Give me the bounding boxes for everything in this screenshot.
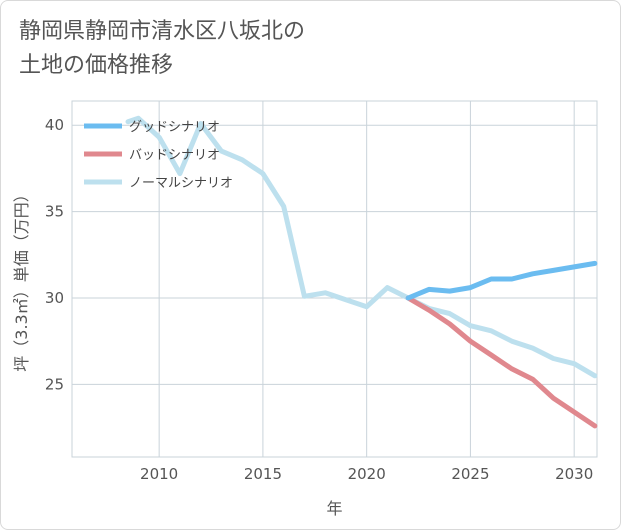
x-axis-label: 年	[326, 499, 342, 518]
x-tick-label: 2015	[244, 465, 282, 483]
plot-area	[71, 100, 598, 458]
x-tick-label: 2010	[140, 465, 178, 483]
y-axis-label: 坪（3.3㎡）単価（万円）	[12, 186, 31, 371]
series-line-good	[405, 260, 598, 301]
y-tick-label: 30	[45, 289, 64, 307]
x-tick-label: 2025	[451, 465, 489, 483]
legend-label-bad: バッドシナリオ	[129, 148, 220, 163]
x-tick-label: 2020	[348, 465, 386, 483]
y-tick-label: 35	[45, 203, 64, 221]
y-tick-label: 25	[45, 375, 64, 393]
legend-label-good: グッドシナリオ	[129, 120, 220, 135]
chart-title-line1: 静岡県静岡市清水区八坂北の	[19, 19, 306, 44]
series-line-normal	[125, 115, 598, 379]
series-lines	[125, 115, 598, 429]
chart-title-line2: 土地の価格推移	[19, 53, 174, 78]
chart-title: 静岡県静岡市清水区八坂北の 土地の価格推移	[19, 15, 599, 83]
x-tick-label: 2030	[555, 465, 593, 483]
y-tick-label: 40	[45, 116, 64, 134]
series-line-bad	[405, 295, 598, 429]
legend-label-normal: ノーマルシナリオ	[129, 176, 233, 191]
axes: 2010 2015 2020 2025 2030 25 30 35 40 年 坪（3.3㎡）単価（万…	[12, 116, 593, 518]
